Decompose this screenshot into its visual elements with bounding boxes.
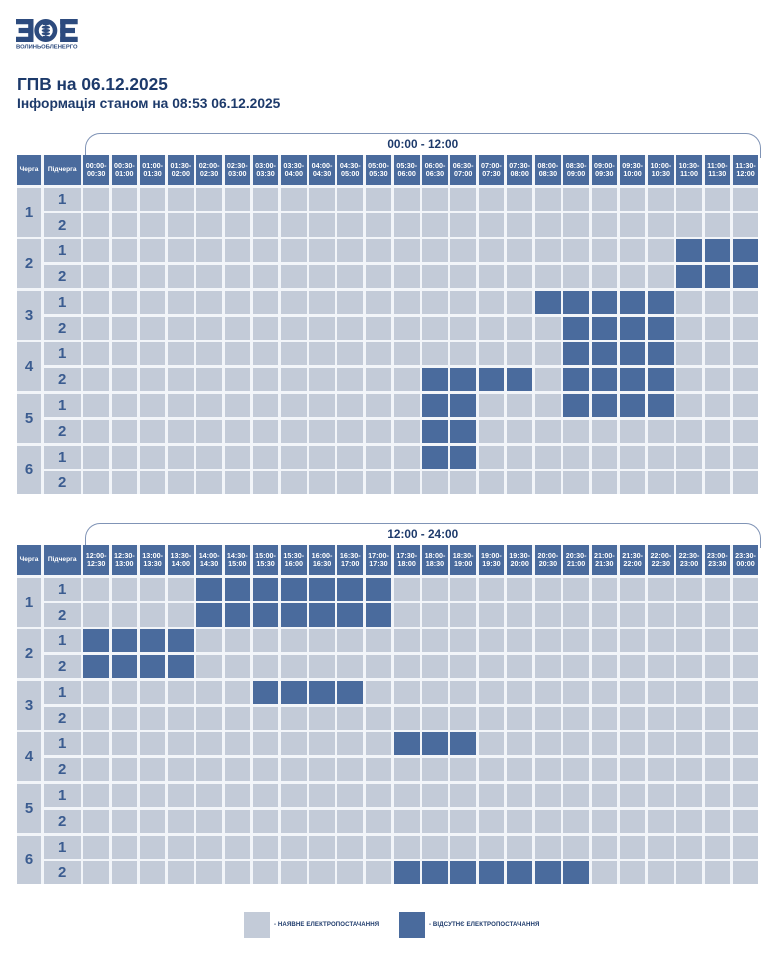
svg-text:ВОЛИНЬОБЛЕНЕРГО: ВОЛИНЬОБЛЕНЕРГО (16, 45, 78, 50)
